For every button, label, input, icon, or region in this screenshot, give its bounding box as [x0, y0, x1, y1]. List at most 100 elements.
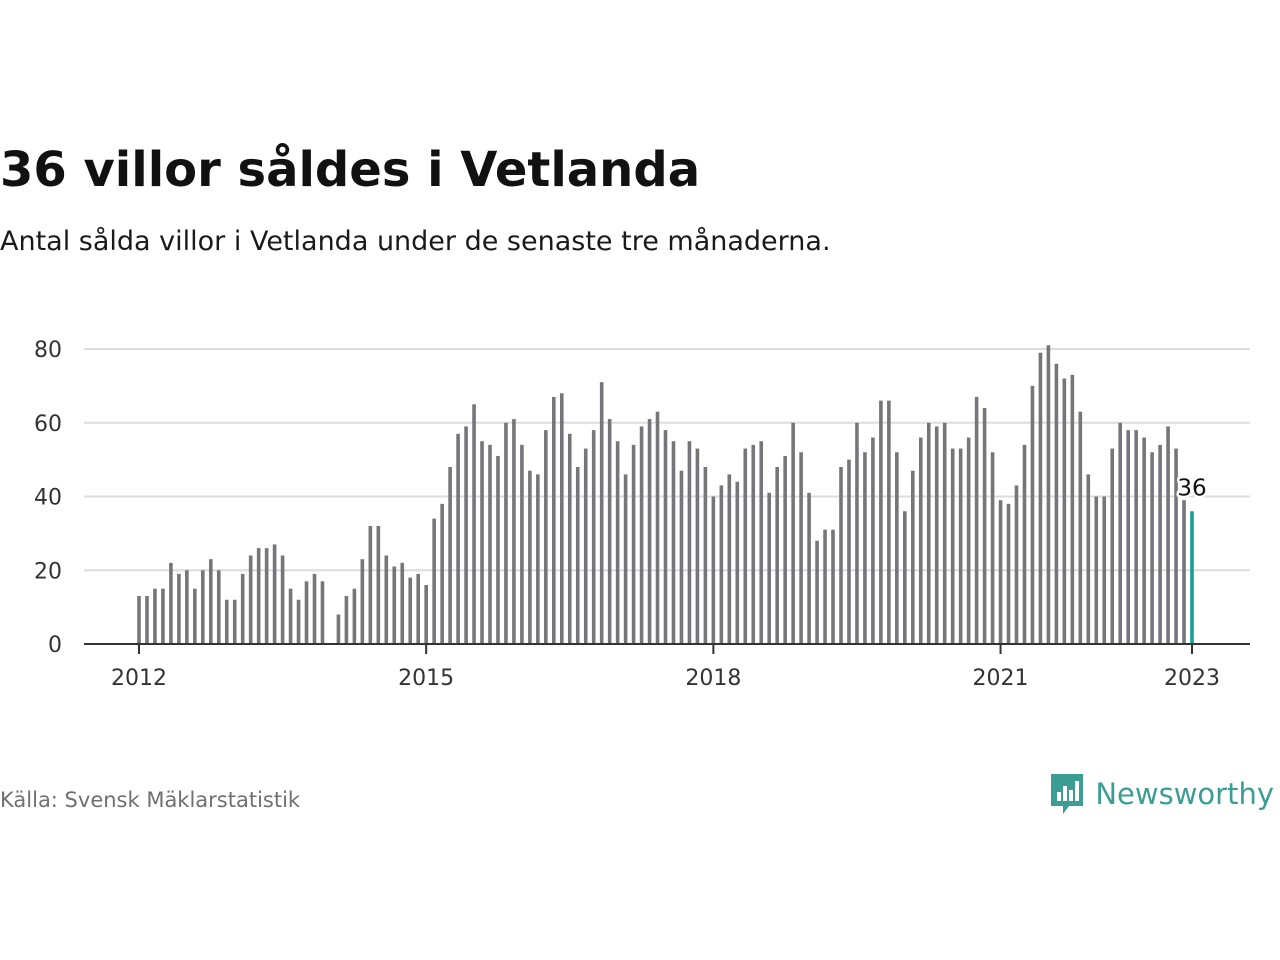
- bar: [799, 452, 803, 644]
- bar: [384, 555, 389, 644]
- bar: [264, 548, 269, 645]
- bar: [950, 448, 955, 644]
- bar-chart: 0 20 40 60 80 2012 2015 2018 2021 2023 36: [34, 338, 1250, 691]
- bar: [591, 430, 596, 645]
- bar: [1062, 378, 1067, 644]
- chart-title: 36 villor såldes i Vetlanda: [0, 142, 701, 198]
- bar: [320, 581, 325, 644]
- bar: [687, 441, 692, 644]
- bar: [1182, 500, 1186, 644]
- bar: [560, 393, 564, 644]
- bar: [256, 548, 261, 645]
- bar: [607, 419, 612, 644]
- bar: [639, 426, 644, 644]
- bar: [879, 400, 883, 645]
- newsworthy-logo-icon: [1051, 774, 1084, 814]
- bar: [615, 441, 620, 644]
- bar: [408, 577, 413, 645]
- bar: [248, 555, 253, 644]
- bar: [583, 448, 588, 644]
- bar: [911, 470, 915, 644]
- bar: [216, 570, 221, 644]
- bar: [831, 529, 835, 644]
- bar: [544, 430, 548, 645]
- bar: [1118, 422, 1122, 644]
- bar: [1102, 496, 1107, 644]
- bar: [1150, 452, 1154, 644]
- bar: [823, 529, 827, 644]
- bar: [623, 474, 628, 645]
- bar: [1078, 411, 1083, 644]
- bar: [424, 585, 428, 644]
- bar: [1086, 474, 1091, 645]
- bar-series: [137, 345, 1194, 645]
- bar: [735, 481, 740, 644]
- bar: [145, 596, 149, 644]
- bar: [312, 573, 317, 644]
- bar: [232, 599, 237, 644]
- x-tick-label: 2018: [685, 666, 741, 691]
- bar: [177, 573, 181, 644]
- annotation: 36: [1175, 473, 1209, 504]
- bar: [695, 448, 700, 644]
- y-tick-label: 0: [48, 633, 62, 658]
- bar: [575, 467, 580, 644]
- x-axis-ticks: 2012 2015 2018 2021 2023: [111, 644, 1220, 691]
- bar: [751, 444, 756, 645]
- x-tick-label: 2021: [973, 666, 1029, 691]
- bar: [504, 422, 508, 644]
- bar: [400, 562, 405, 645]
- brand-logo: Newsworthy: [1049, 772, 1274, 816]
- bar: [1054, 363, 1059, 644]
- bar: [1030, 385, 1035, 645]
- bar: [727, 474, 732, 645]
- bar: [240, 573, 245, 644]
- bar: [153, 588, 157, 644]
- bar: [392, 566, 397, 644]
- bar: [647, 419, 652, 644]
- bar: [209, 559, 213, 644]
- bar: [360, 559, 365, 644]
- bar: [528, 470, 532, 644]
- bar: [1158, 444, 1162, 645]
- bar: [958, 448, 963, 644]
- bar: [344, 596, 349, 644]
- bar: [871, 437, 875, 644]
- bar: [998, 500, 1003, 644]
- bar: [512, 419, 516, 644]
- bar: [1134, 430, 1138, 645]
- bar: [743, 448, 748, 644]
- bar: [224, 599, 229, 644]
- bar: [368, 526, 373, 644]
- bar: [1126, 430, 1130, 645]
- bar: [416, 573, 420, 644]
- y-tick-label: 60: [34, 412, 62, 437]
- bar: [863, 452, 867, 644]
- bar: [887, 400, 891, 645]
- bar: [352, 588, 357, 644]
- bar: [280, 555, 285, 644]
- bar: [671, 441, 676, 644]
- bar: [847, 459, 851, 645]
- bar: [926, 422, 931, 644]
- bar: [296, 599, 301, 644]
- bar: [679, 470, 684, 644]
- bar: [807, 492, 811, 644]
- bar: [169, 562, 173, 645]
- bar: [783, 455, 787, 644]
- bar: [1190, 511, 1194, 644]
- x-tick-label: 2012: [111, 666, 167, 691]
- bar: [663, 430, 668, 645]
- bar: [440, 503, 444, 645]
- bar: [161, 588, 165, 644]
- bar: [1006, 503, 1011, 645]
- bar: [974, 396, 979, 644]
- bar: [1166, 426, 1170, 644]
- bar: [759, 441, 764, 644]
- bar: [1022, 444, 1027, 645]
- y-tick-label: 20: [34, 559, 62, 584]
- brand-name: Newsworthy: [1095, 777, 1274, 811]
- y-tick-label: 40: [34, 486, 62, 511]
- bar: [942, 422, 947, 644]
- bar: [1014, 485, 1019, 644]
